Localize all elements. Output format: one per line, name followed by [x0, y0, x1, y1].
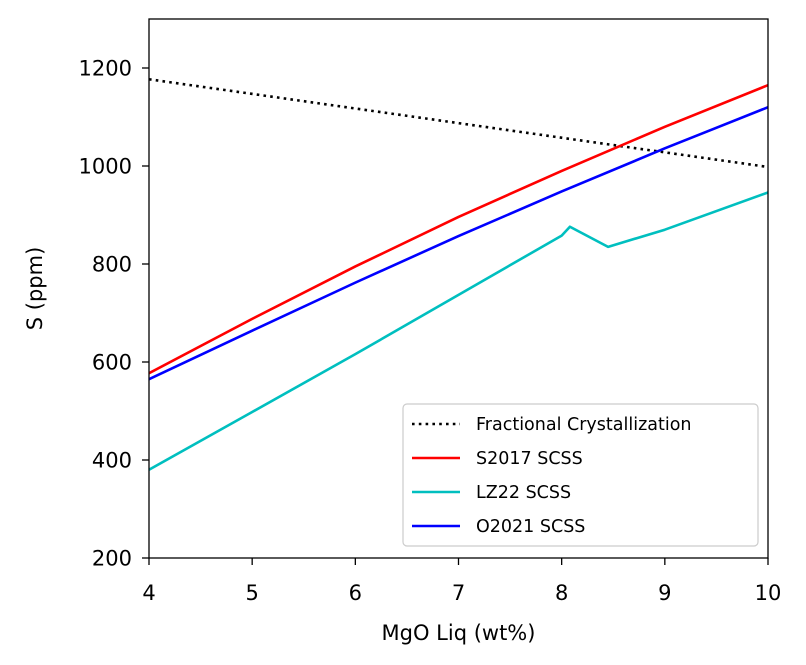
series-line-3: [149, 105, 768, 381]
x-tick-label-4: 8: [555, 581, 568, 605]
legend: Fractional Crystallization S2017 SCSS LZ22…: [402, 403, 759, 547]
y-tick-label-1: 400: [92, 449, 132, 473]
y-tick-label-4: 1000: [79, 155, 132, 179]
x-axis-label: MgO Liq (wt%): [382, 621, 536, 645]
x-axis: 4 5 6 7 8 9 10: [142, 558, 781, 605]
x-tick-label-0: 4: [142, 581, 155, 605]
legend-label-0: Fractional Crystallization: [476, 415, 692, 435]
y-tick-label-3: 800: [92, 253, 132, 277]
series-line-0: [149, 77, 768, 169]
x-tick-label-3: 7: [452, 581, 465, 605]
y-axis: 200 400 600 800 1000 1200: [79, 57, 149, 571]
legend-label-2: LZ22 SCSS: [476, 483, 571, 503]
series-layer: [149, 77, 768, 471]
y-tick-label-0: 200: [92, 547, 132, 571]
x-tick-label-6: 10: [755, 581, 782, 605]
legend-label-3: O2021 SCSS: [476, 517, 585, 537]
y-axis-label: S (ppm): [23, 247, 47, 331]
series-line-2: [149, 191, 768, 471]
x-tick-label-2: 6: [349, 581, 362, 605]
series-line-1: [149, 83, 768, 375]
legend-label-1: S2017 SCSS: [476, 449, 583, 469]
legend-box: [402, 403, 759, 547]
y-tick-label-5: 1200: [79, 57, 132, 81]
y-tick-label-2: 600: [92, 351, 132, 375]
x-tick-label-1: 5: [245, 581, 258, 605]
x-tick-label-5: 9: [658, 581, 671, 605]
